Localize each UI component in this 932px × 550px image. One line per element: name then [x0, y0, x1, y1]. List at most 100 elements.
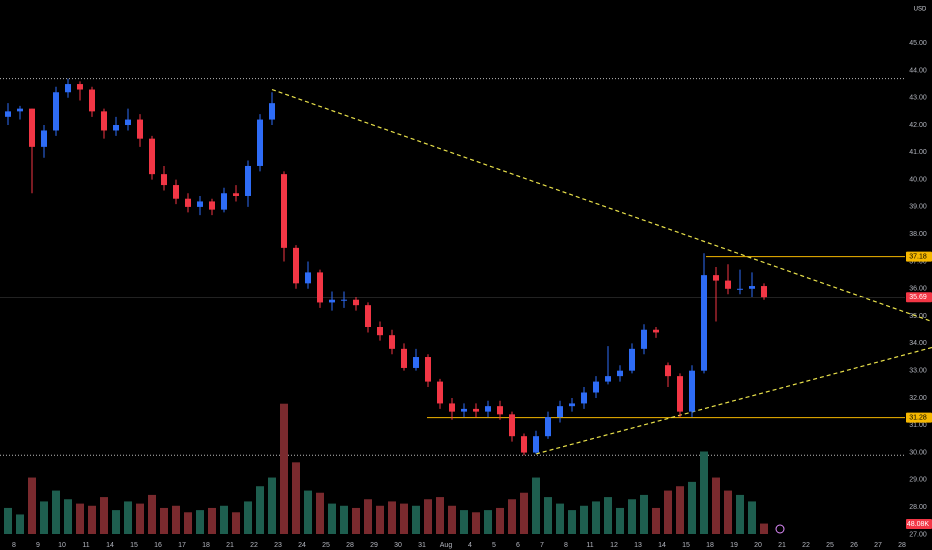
candle-body: [137, 119, 143, 139]
candle-body: [629, 348, 635, 371]
volume-bar: [628, 499, 636, 534]
x-tick-label: 5: [492, 542, 496, 549]
volume-bar: [268, 477, 276, 534]
y-tick-label: 30.00: [909, 449, 927, 456]
x-tick-label: 21: [778, 542, 786, 549]
x-tick-label: 14: [658, 542, 666, 549]
x-tick-label: 15: [130, 542, 138, 549]
volume-bar: [316, 492, 324, 534]
candle-body: [653, 329, 659, 333]
candle-body: [401, 348, 407, 368]
volume-bar: [400, 503, 408, 534]
candle-body: [677, 376, 683, 412]
x-tick-label: 25: [322, 542, 330, 549]
volume-bar: [100, 497, 108, 534]
volume-bar: [124, 501, 132, 534]
x-tick-label: 22: [802, 542, 810, 549]
candle-body: [41, 130, 47, 147]
candle-body: [437, 381, 443, 404]
candle-body: [221, 193, 227, 210]
volume-bar: [544, 497, 552, 534]
candle-body: [449, 403, 455, 412]
candle-body: [593, 381, 599, 393]
volume-bar: [208, 507, 216, 534]
volume-bar: [496, 507, 504, 534]
x-tick-label: 11: [82, 542, 89, 549]
x-tick-label: 13: [634, 542, 642, 549]
volume-bar: [472, 512, 480, 534]
candle-body: [485, 406, 491, 412]
x-tick-label: 11: [586, 542, 593, 549]
candle-body: [173, 185, 179, 199]
x-tick-label: 8: [12, 542, 16, 549]
x-tick-label: 20: [754, 542, 762, 549]
x-tick-label: 9: [36, 542, 40, 549]
candle-body: [533, 436, 539, 453]
volume-bar: [28, 477, 36, 534]
x-tick-label: 25: [826, 542, 834, 549]
volume-bar: [16, 514, 24, 534]
volume-bar: [292, 462, 300, 534]
candle-body: [377, 327, 383, 336]
volume-bar: [448, 505, 456, 534]
candle-body: [5, 111, 11, 117]
candle-body: [281, 174, 287, 248]
volume-bar: [424, 499, 432, 534]
y-tick-label: 31.00: [909, 422, 927, 429]
x-tick-label: 30: [394, 542, 402, 549]
x-tick-label: 6: [516, 542, 520, 549]
x-tick-label: 4: [468, 542, 472, 549]
candle-body: [737, 288, 743, 290]
x-tick-label: 10: [58, 542, 66, 549]
x-tick-label: 18: [202, 542, 210, 549]
x-tick-label: 17: [178, 542, 186, 549]
candle-body: [65, 84, 71, 93]
level-label: 31.28: [909, 414, 927, 421]
y-tick-label: 40.00: [909, 176, 927, 183]
y-tick-label: 44.00: [909, 67, 927, 74]
volume-bar: [280, 403, 288, 534]
candle-body: [233, 193, 239, 196]
volume-bar: [676, 486, 684, 534]
trendline: [271, 88, 932, 323]
event-icon: [775, 524, 785, 534]
volume-bar: [172, 505, 180, 534]
volume-bar: [724, 490, 732, 534]
candle-body: [317, 272, 323, 303]
candle-body: [545, 417, 551, 437]
x-tick-label: 28: [346, 542, 354, 549]
volume-bar: [244, 501, 252, 534]
x-tick-label: 18: [706, 542, 714, 549]
candle-body: [689, 370, 695, 412]
candle-body: [113, 125, 119, 131]
y-tick-label: 45.00: [909, 40, 927, 47]
volume-bar: [616, 507, 624, 534]
y-tick-label: 34.00: [909, 340, 927, 347]
candle-body: [557, 406, 563, 418]
volume-bar: [112, 510, 120, 534]
volume-bar: [508, 499, 516, 534]
volume-bar: [184, 512, 192, 534]
x-tick-label: 14: [106, 542, 114, 549]
volume-bar: [532, 477, 540, 534]
volume-bar: [88, 505, 96, 534]
y-tick-label: 32.00: [909, 395, 927, 402]
price-axis: [905, 0, 932, 550]
x-tick-label: 26: [850, 542, 858, 549]
volume-bar: [364, 499, 372, 534]
x-tick-label: 22: [250, 542, 258, 549]
x-tick-label: Aug: [440, 542, 453, 549]
y-tick-label: 42.00: [909, 122, 927, 129]
x-tick-label: 29: [370, 542, 378, 549]
price-badge: [906, 292, 932, 303]
level-badge: [906, 412, 932, 423]
candle-body: [761, 286, 767, 298]
candle-body: [341, 299, 347, 301]
volume-bar: [196, 510, 204, 534]
y-tick-label: 43.00: [909, 95, 927, 102]
candle-body: [509, 414, 515, 437]
candle-body: [245, 165, 251, 196]
candle-body: [581, 392, 587, 404]
candle-body: [665, 365, 671, 377]
